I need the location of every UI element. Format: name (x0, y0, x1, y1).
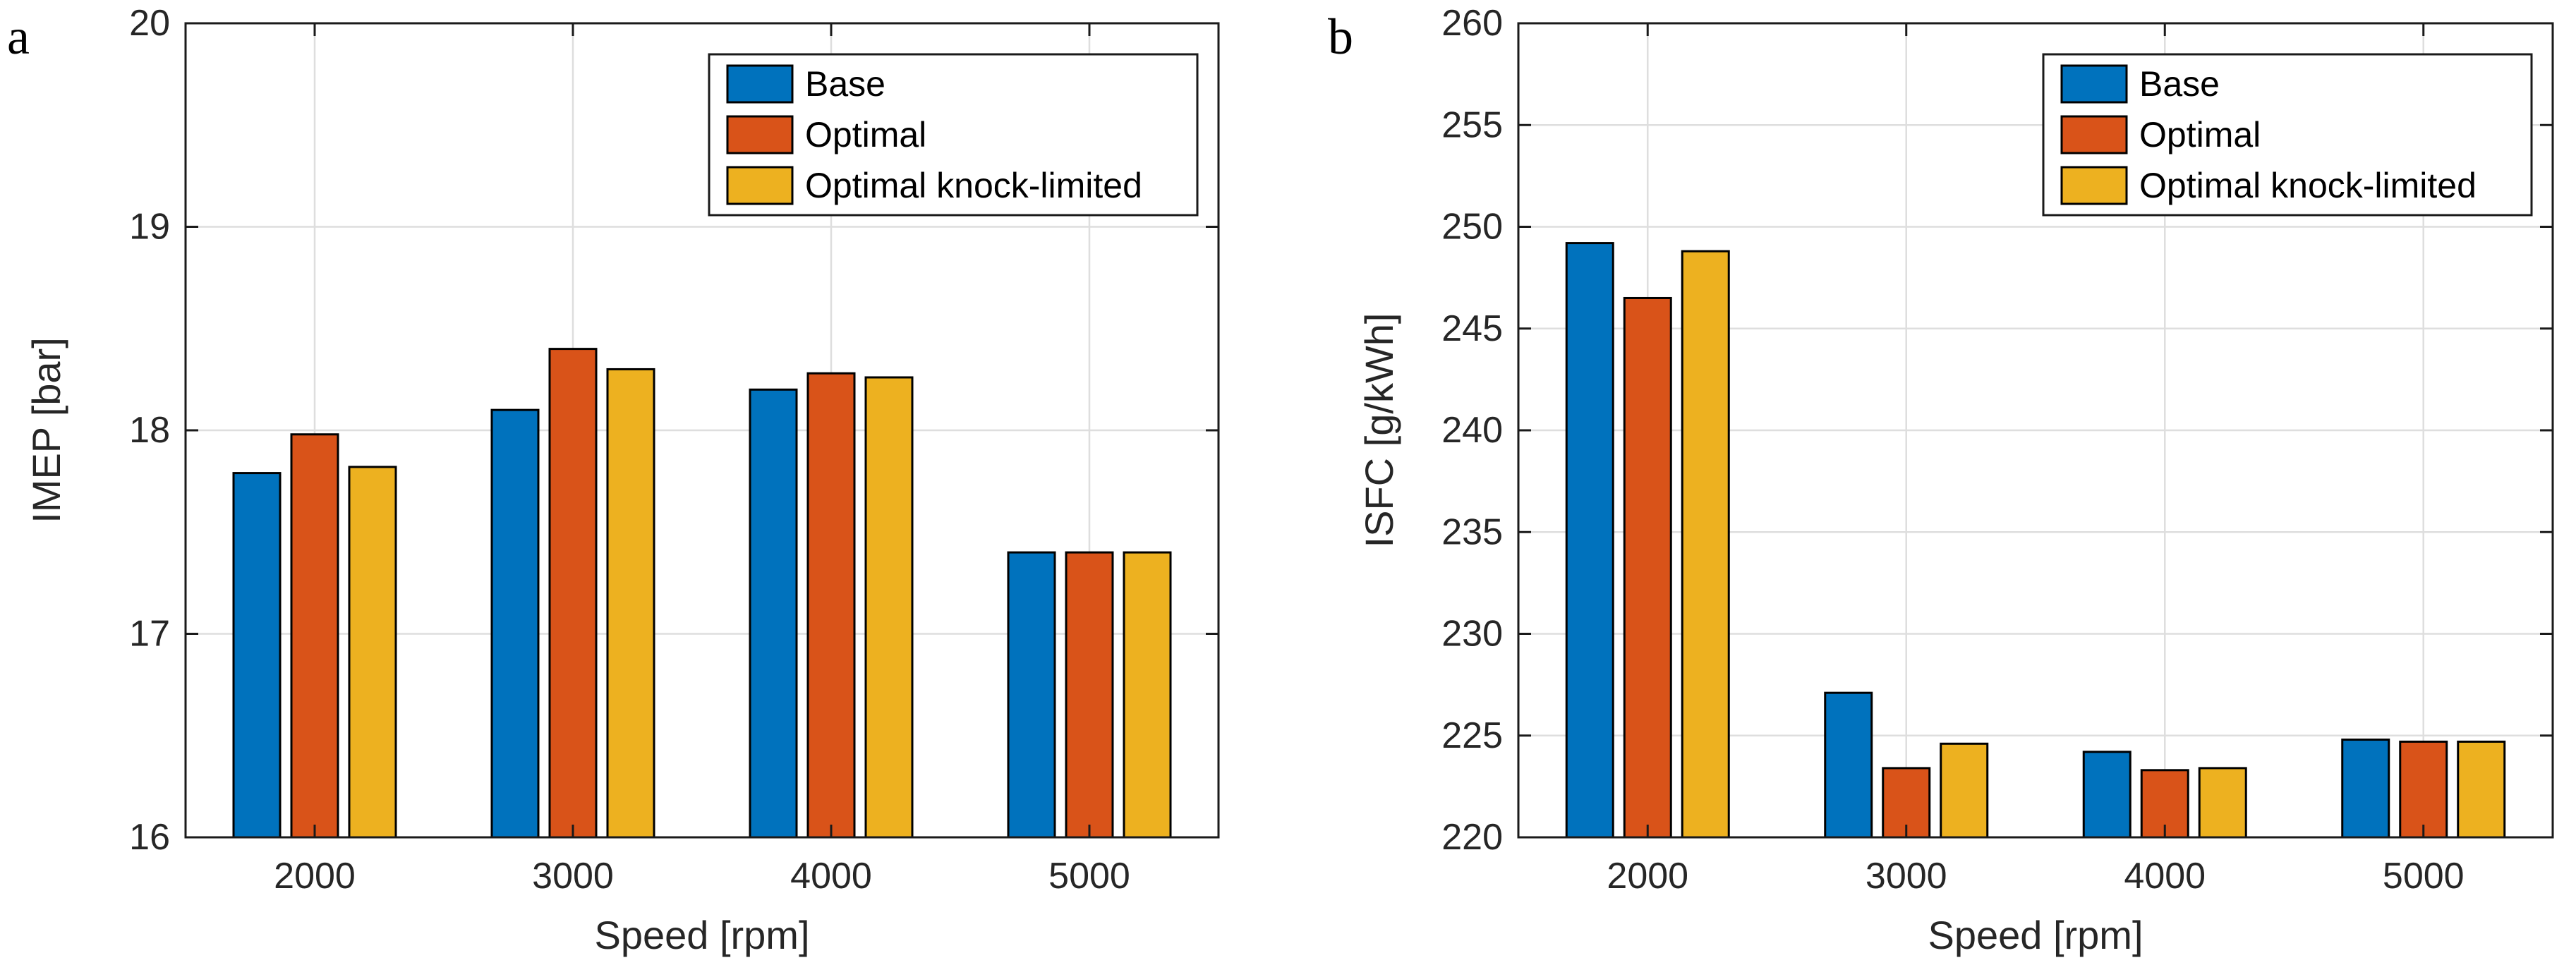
legend-swatch-1 (726, 64, 794, 104)
x-tick-label: 2000 (274, 856, 356, 897)
legend-swatch-3 (726, 166, 794, 205)
y-tick-label: 230 (1441, 614, 1503, 655)
legend-swatch-2 (2060, 115, 2128, 154)
bar-5000-series-1 (2341, 739, 2390, 839)
bar-3000-series-1 (490, 408, 540, 839)
bar-4000-series-1 (749, 388, 798, 839)
legend-label-1: Base (805, 64, 885, 104)
bar-5000-series-2 (2399, 740, 2448, 839)
legend-swatch-3 (2060, 166, 2128, 205)
panel-a: 16 17 18 19 20 2000 3000 4000 5000 Speed [rpm] IME… (24, 3, 1220, 957)
legend-label-2: Optimal (2139, 115, 2261, 154)
bar-2000-series-3 (1681, 250, 1730, 839)
x-tick-label: 5000 (1048, 856, 1130, 897)
panel-a-letter: a (7, 8, 30, 65)
x-tick-label: 3000 (532, 856, 614, 897)
bar-3000-series-3 (1940, 742, 1989, 839)
legend-label-1: Base (2139, 64, 2220, 104)
legend-swatch-2 (726, 115, 794, 154)
x-tick-label: 5000 (2383, 856, 2465, 897)
y-tick-label: 17 (129, 614, 170, 655)
legend-label-3: Optimal knock-limited (2139, 166, 2477, 205)
bar-2000-series-2 (1623, 296, 1672, 839)
bar-2000-series-1 (1565, 242, 1614, 839)
x-axis-label: Speed [rpm] (1928, 913, 2143, 957)
bar-3000-series-2 (548, 348, 598, 839)
y-tick-label: 250 (1441, 207, 1503, 248)
legend-label-3: Optimal knock-limited (805, 166, 1142, 205)
y-tick-label: 240 (1441, 410, 1503, 451)
legend-label-2: Optimal (805, 115, 926, 154)
legend-swatch-1 (2060, 64, 2128, 104)
y-axis-label: IMEP [bar] (24, 337, 68, 523)
x-tick-label: 4000 (2124, 856, 2206, 897)
y-tick-label: 255 (1441, 104, 1503, 145)
bar-2000-series-1 (232, 472, 282, 839)
bar-5000-series-3 (1123, 551, 1172, 839)
y-tick-label: 16 (129, 817, 170, 858)
y-tick-label: 18 (129, 410, 170, 451)
bar-4000-series-3 (864, 376, 914, 839)
y-tick-label: 235 (1441, 511, 1503, 552)
bar-5000-series-3 (2457, 740, 2506, 839)
bar-2000-series-3 (348, 466, 397, 839)
y-tick-label: 245 (1441, 308, 1503, 349)
y-tick-label: 260 (1441, 3, 1503, 44)
bar-5000-series-2 (1065, 551, 1114, 839)
y-tick-label: 225 (1441, 715, 1503, 756)
bar-3000-series-3 (606, 368, 655, 839)
panel-b: 220 225 230 235 240 245 250 255 260 2000 3000 4000 5… (1357, 3, 2554, 957)
bar-4000-series-3 (2198, 767, 2247, 839)
bar-3000-series-1 (1824, 691, 1873, 839)
bar-2000-series-2 (290, 433, 339, 839)
x-tick-label: 2000 (1607, 856, 1688, 897)
bar-4000-series-1 (2082, 751, 2131, 839)
x-tick-label: 4000 (790, 856, 872, 897)
x-tick-label: 3000 (1866, 856, 1947, 897)
y-tick-label: 19 (129, 207, 170, 248)
bar-4000-series-2 (806, 372, 856, 839)
panel-b-letter: b (1328, 8, 1353, 65)
y-tick-label: 20 (129, 3, 170, 44)
x-axis-label: Speed [rpm] (594, 913, 809, 957)
bar-5000-series-1 (1007, 551, 1056, 839)
y-tick-label: 220 (1441, 817, 1503, 858)
y-axis-label: ISFC [g/kWh] (1357, 313, 1401, 548)
